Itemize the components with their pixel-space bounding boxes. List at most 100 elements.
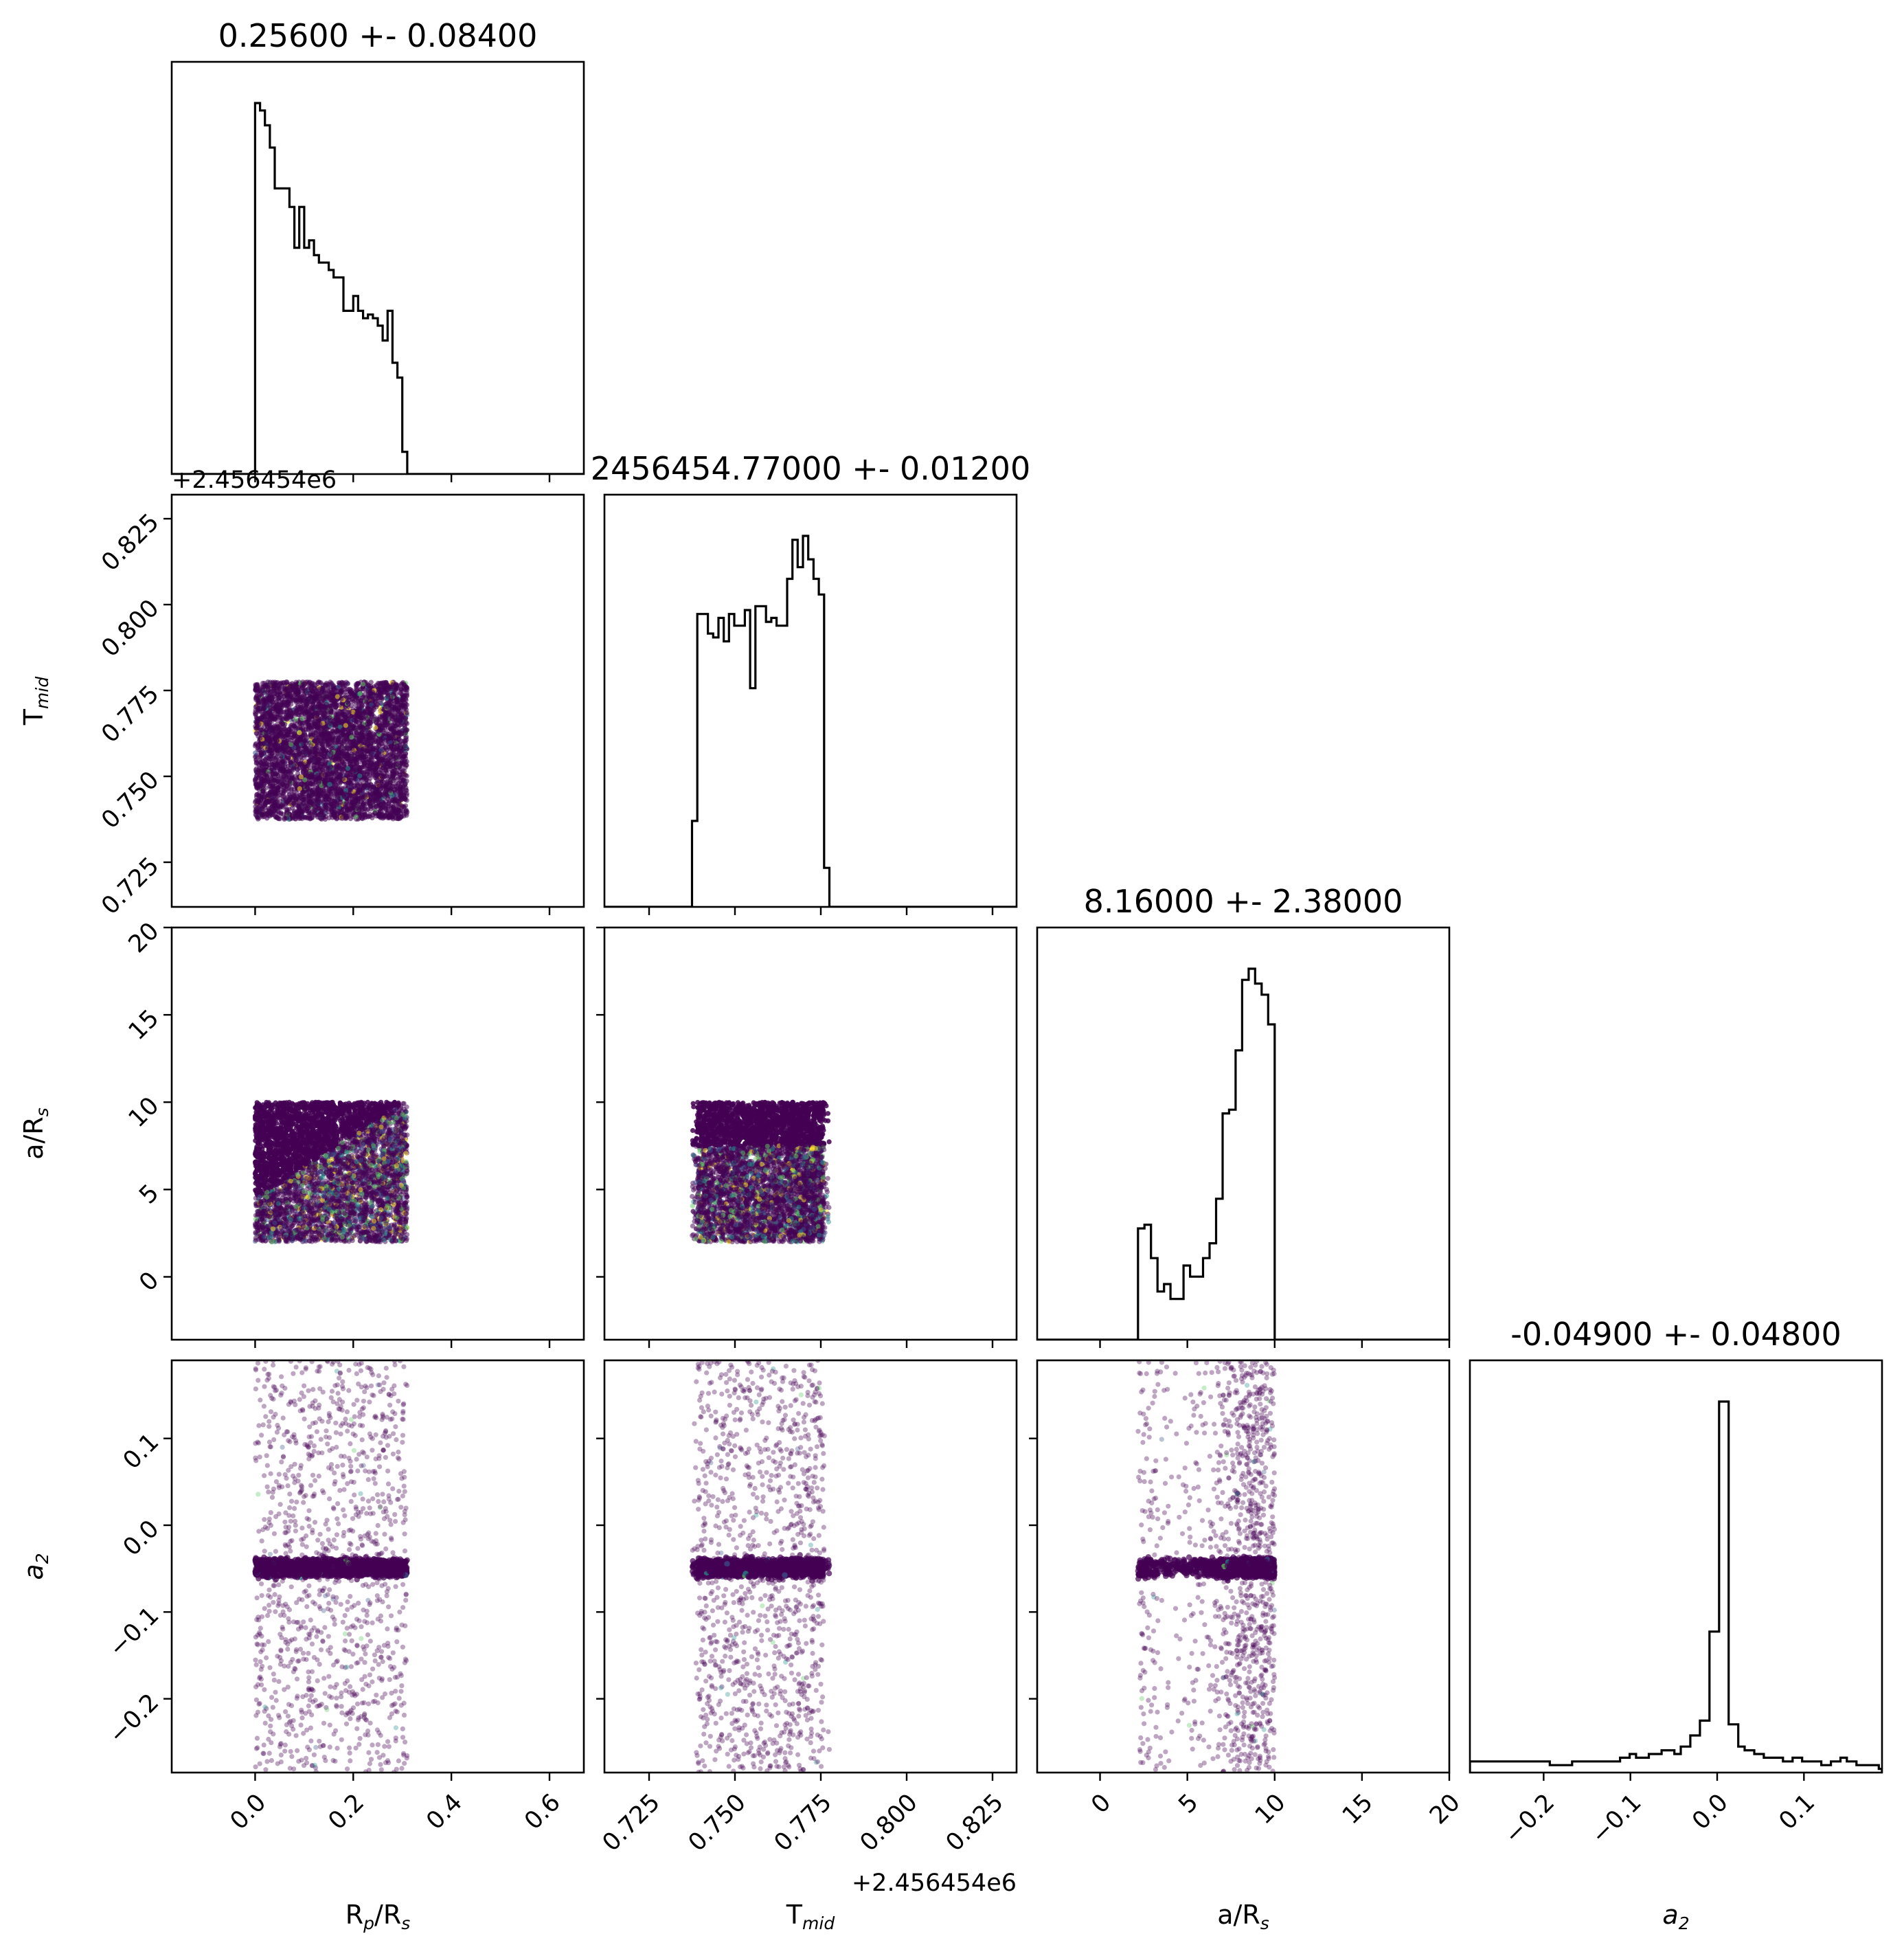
sample-point: [376, 728, 381, 734]
sample-point: [320, 756, 326, 763]
sample-point: [313, 805, 318, 810]
sample-point: [287, 777, 293, 783]
sample-point: [282, 697, 287, 704]
sample-point: [294, 708, 299, 713]
sample-point: [303, 748, 308, 754]
sample-point: [295, 795, 301, 800]
sample-point: [394, 730, 400, 736]
sample-point: [261, 690, 267, 695]
sample-point: [317, 780, 322, 785]
sample-point: [254, 802, 260, 807]
sample-point: [308, 734, 314, 739]
sample-point: [253, 704, 258, 710]
sample-point: [295, 771, 301, 776]
sample-point: [303, 737, 308, 743]
sample-point: [313, 695, 319, 701]
sample-point: [255, 743, 260, 748]
sample-point: [325, 775, 330, 780]
sample-point: [350, 757, 356, 763]
sample-point: [340, 749, 345, 754]
sample-point: [383, 711, 388, 717]
sample-point: [395, 781, 401, 787]
sample-point: [319, 686, 326, 692]
sample-point: [332, 813, 338, 819]
sample-point: [293, 717, 298, 722]
sample-point: [295, 803, 302, 809]
sample-point: [369, 754, 374, 760]
sample-point: [374, 716, 380, 721]
sample-point: [326, 693, 331, 699]
sample-point: [345, 681, 350, 686]
sample-point: [371, 697, 376, 702]
sample-point: [379, 736, 385, 741]
sample-point: [367, 730, 373, 735]
sample-point: [376, 690, 381, 696]
sample-point: [270, 803, 275, 809]
sample-point: [401, 682, 407, 687]
sample-point: [289, 773, 295, 778]
sample-point: [284, 816, 289, 821]
sample-point: [274, 726, 280, 732]
sample-point: [293, 812, 298, 818]
sample-point: [357, 690, 363, 697]
sample-point: [345, 737, 350, 743]
sample-point: [402, 783, 407, 788]
sample-point: [398, 761, 403, 766]
sample-point: [292, 781, 297, 787]
sample-point: [338, 800, 343, 805]
sample-point: [273, 789, 278, 795]
sample-point: [302, 815, 308, 820]
sample-point: [307, 765, 313, 770]
sample-point: [362, 732, 367, 739]
sample-point: [367, 719, 373, 725]
sample-point: [253, 750, 258, 756]
sample-point: [286, 799, 291, 805]
sample-point: [403, 772, 409, 778]
sample-point: [301, 742, 306, 747]
sample-point: [275, 815, 280, 820]
sample-point: [321, 788, 327, 794]
sample-point: [367, 790, 373, 796]
sample-point: [355, 783, 361, 788]
sample-point: [277, 804, 282, 809]
sample-point: [389, 769, 396, 774]
sample-point: [302, 803, 307, 809]
sample-point: [393, 706, 398, 711]
sample-point: [402, 738, 407, 743]
sample-point: [269, 712, 274, 718]
scatter-panel-tmid-vs-rp: [252, 679, 410, 822]
sample-point: [399, 712, 405, 718]
sample-point: [336, 774, 341, 780]
sample-point: [403, 765, 408, 770]
sample-point: [322, 744, 328, 750]
sample-point: [376, 750, 381, 756]
sample-point: [308, 754, 313, 760]
sample-point: [349, 734, 354, 740]
sample-point: [314, 789, 319, 795]
sample-point: [378, 700, 383, 706]
sample-point: [331, 701, 337, 706]
sample-point: [268, 740, 274, 745]
sample-point: [330, 758, 335, 763]
sample-point: [306, 796, 312, 801]
sample-point: [402, 743, 407, 749]
sample-point: [374, 682, 379, 688]
sample-point: [373, 804, 379, 809]
sample-point: [276, 810, 282, 816]
sample-point: [306, 803, 311, 809]
sample-point: [405, 687, 410, 693]
sample-point: [353, 728, 359, 734]
sample-point: [390, 691, 396, 697]
sample-point: [300, 721, 306, 726]
sample-point: [306, 720, 311, 726]
sample-point: [340, 728, 345, 733]
sample-point: [401, 793, 407, 798]
sample-point: [365, 724, 371, 730]
sample-point: [297, 809, 303, 814]
sample-point: [388, 695, 394, 701]
sample-point: [367, 804, 374, 809]
sample-point: [306, 810, 311, 816]
sample-point: [396, 800, 402, 805]
sample-point: [304, 710, 310, 715]
sample-point: [282, 777, 287, 783]
